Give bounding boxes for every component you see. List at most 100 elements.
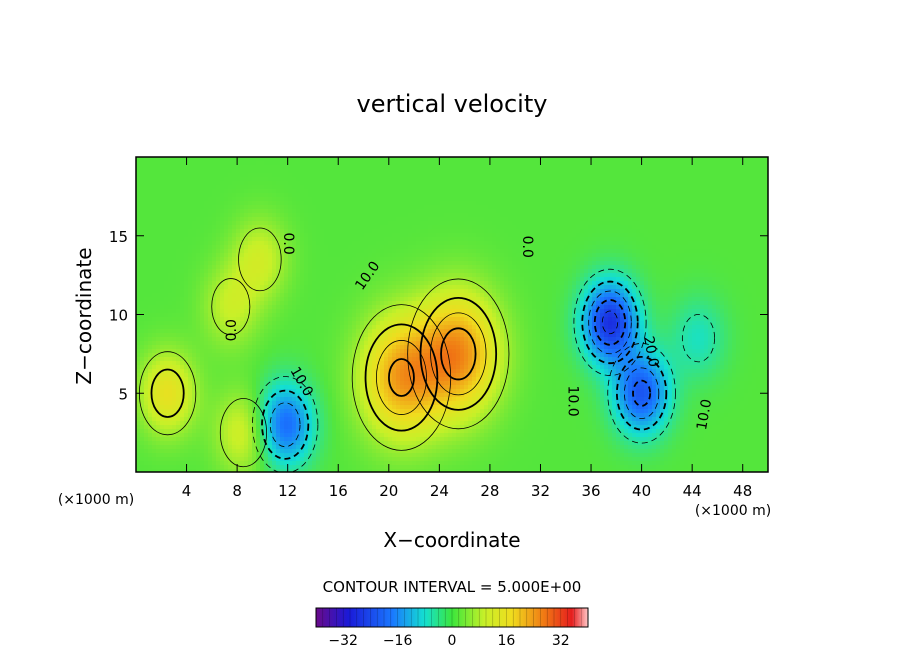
heatmap-cell (464, 213, 469, 218)
heatmap-cell (464, 245, 469, 250)
heatmap-cell (364, 253, 369, 258)
heatmap-cell (640, 209, 645, 214)
heatmap-cell (380, 269, 385, 274)
heatmap-cell (412, 181, 417, 186)
heatmap-cell (504, 193, 509, 198)
heatmap-cell (232, 249, 237, 254)
heatmap-cell (688, 225, 693, 230)
heatmap-cell (552, 157, 557, 162)
heatmap-cell (400, 177, 405, 182)
heatmap-cell (508, 253, 513, 258)
heatmap-cell (272, 277, 277, 282)
heatmap-cell (328, 157, 333, 162)
heatmap-cell (628, 229, 633, 234)
heatmap-cell (192, 265, 197, 270)
heatmap-cell (636, 225, 641, 230)
heatmap-cell (728, 161, 733, 166)
heatmap-cell (536, 197, 541, 202)
heatmap-cell (388, 245, 393, 250)
heatmap-cell (420, 189, 425, 194)
heatmap-cell (716, 221, 721, 226)
heatmap-cell (684, 157, 689, 162)
heatmap-cell (332, 265, 337, 270)
heatmap-cell (240, 273, 245, 278)
heatmap-cell (492, 197, 497, 202)
heatmap-cell (408, 253, 413, 258)
heatmap-cell (180, 237, 185, 242)
heatmap-cell (260, 197, 265, 202)
heatmap-cell (444, 189, 449, 194)
heatmap-cell (304, 241, 309, 246)
heatmap-cell (136, 181, 141, 186)
heatmap-cell (460, 165, 465, 170)
heatmap-cell (656, 169, 661, 174)
heatmap-cell (404, 249, 409, 254)
heatmap-cell (524, 277, 529, 282)
heatmap-cell (168, 193, 173, 198)
heatmap-cell (144, 233, 149, 238)
heatmap-cell (512, 269, 517, 274)
heatmap-cell (136, 253, 141, 258)
heatmap-cell (136, 225, 141, 230)
heatmap-cell (332, 245, 337, 250)
heatmap-cell (732, 173, 737, 178)
heatmap-cell (304, 281, 309, 286)
heatmap-cell (352, 213, 357, 218)
heatmap-cell (548, 225, 553, 230)
heatmap-cell (400, 249, 405, 254)
heatmap-cell (568, 261, 573, 266)
heatmap-cell (324, 217, 329, 222)
heatmap-cell (172, 233, 177, 238)
heatmap-cell (620, 177, 625, 182)
heatmap-cell (256, 229, 261, 234)
heatmap-cell (632, 277, 637, 282)
heatmap-cell (720, 177, 725, 182)
heatmap-cell (332, 213, 337, 218)
heatmap-cell (192, 225, 197, 230)
heatmap-cell (552, 173, 557, 178)
heatmap-cell (192, 273, 197, 278)
heatmap-cell (448, 217, 453, 222)
heatmap-cell (600, 169, 605, 174)
heatmap-cell (500, 205, 505, 210)
heatmap-cell (388, 217, 393, 222)
heatmap-cell (204, 181, 209, 186)
heatmap-cell (528, 161, 533, 166)
heatmap-cell (284, 225, 289, 230)
heatmap-cell (236, 205, 241, 210)
heatmap-cell (480, 169, 485, 174)
heatmap-cell (200, 273, 205, 278)
heatmap-cell (144, 177, 149, 182)
heatmap-cell (236, 253, 241, 258)
heatmap-cell (232, 201, 237, 206)
heatmap-cell (616, 225, 621, 230)
heatmap-cell (592, 173, 597, 178)
heatmap-cell (668, 221, 673, 226)
heatmap-cell (580, 233, 585, 238)
heatmap-cell (568, 209, 573, 214)
heatmap-cell (212, 185, 217, 190)
heatmap-cell (760, 165, 765, 170)
heatmap-cell (288, 169, 293, 174)
heatmap-cell (144, 257, 149, 262)
heatmap-cell (628, 265, 633, 270)
heatmap-cell (764, 161, 768, 166)
heatmap-cell (596, 229, 601, 234)
heatmap-cell (264, 281, 269, 286)
heatmap-cell (712, 269, 717, 274)
heatmap-cell (260, 169, 265, 174)
heatmap-cell (704, 173, 709, 178)
heatmap-cell (740, 261, 745, 266)
heatmap-cell (452, 241, 457, 246)
heatmap-cell (636, 273, 641, 278)
heatmap-cell (628, 173, 633, 178)
heatmap-cell (584, 177, 589, 182)
heatmap-cell (288, 185, 293, 190)
heatmap-cell (672, 273, 677, 278)
heatmap-cell (520, 197, 525, 202)
heatmap-cell (636, 229, 641, 234)
heatmap-cell (592, 185, 597, 190)
heatmap-cell (492, 221, 497, 226)
heatmap-cell (280, 157, 285, 162)
heatmap-cell (296, 229, 301, 234)
